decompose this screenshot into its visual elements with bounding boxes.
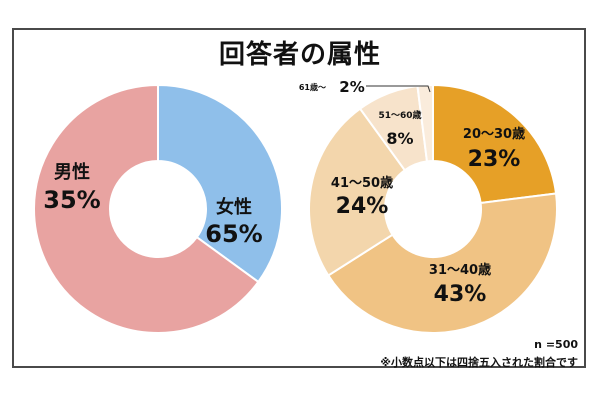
- gender-value-label-0: 35%: [43, 186, 100, 214]
- age-category-label-4: 61歳～: [299, 82, 326, 92]
- age-slice-1: [326, 192, 558, 334]
- gender-slice-0: [157, 83, 283, 284]
- age-donut-chart: 20～30歳 23% 31～40歳 43% 41～50歳 24% 51～60歳 8% 61歳～ 2…: [299, 78, 558, 334]
- gender-category-label-1: 女性: [216, 196, 252, 218]
- age-category-label-1: 31～40歳: [429, 262, 491, 278]
- age-leader-line-4: [366, 85, 431, 93]
- age-category-label-2: 41～50歳: [331, 175, 393, 191]
- age-value-label-2: 24%: [336, 194, 389, 219]
- gender-slice-1: [33, 83, 260, 334]
- rounding-note: ※小数点以下は四捨五入された割合です: [380, 356, 578, 369]
- age-slice-4: [416, 83, 434, 163]
- age-value-label-0: 23%: [468, 147, 521, 172]
- age-slice-0: [432, 83, 558, 205]
- age-value-label-1: 43%: [434, 282, 487, 307]
- age-slice-2: [308, 107, 407, 277]
- gender-value-label-1: 65%: [205, 220, 262, 248]
- chart-title: 回答者の属性: [218, 40, 381, 70]
- age-value-label-3: 8%: [386, 129, 413, 148]
- gender-category-label-0: 男性: [54, 161, 90, 183]
- age-value-label-4: 2%: [339, 78, 364, 96]
- age-category-label-0: 20～30歳: [463, 126, 525, 142]
- age-category-label-3: 51～60歳: [378, 109, 421, 121]
- sample-size-note: n =500: [534, 338, 578, 351]
